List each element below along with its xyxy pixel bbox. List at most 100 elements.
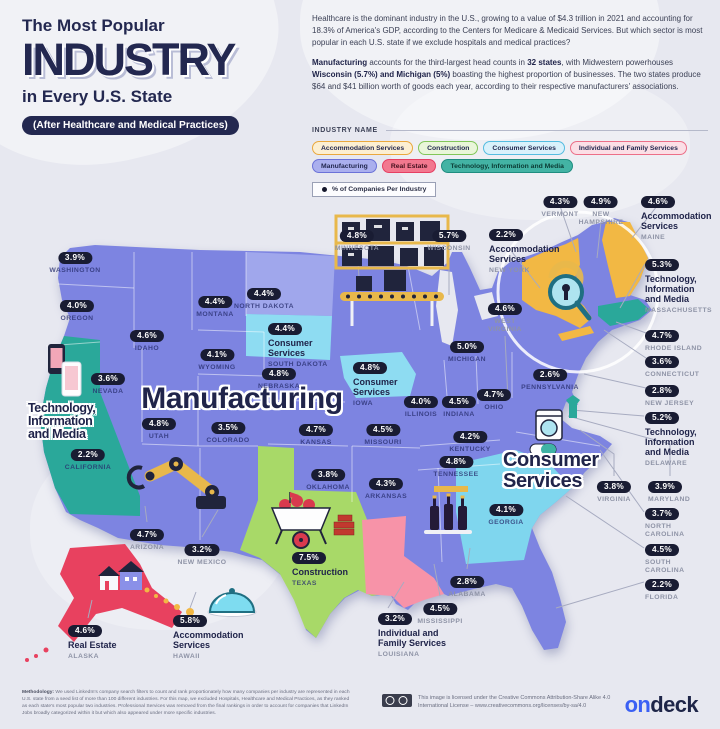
- state-label-virginia: 3.8% VIRGINIA: [596, 476, 632, 504]
- state-name-south-carolina: SOUTH CAROLINA: [645, 559, 685, 574]
- state-label-delaware: 5.2% Technology, Information and Media DEL…: [645, 407, 697, 467]
- pct-badge-west-virginia: 4.6%: [487, 302, 523, 315]
- industry-label-texas: Construction: [292, 567, 348, 578]
- factory-shelves-icon: [334, 214, 450, 270]
- intro-paragraph-1: Healthcare is the dominant industry in t…: [312, 14, 703, 47]
- creative-commons-icon: [382, 694, 412, 707]
- state-name-north-dakota: NORTH DAKOTA: [233, 303, 295, 311]
- pct-badge-nebraska: 4.8%: [261, 367, 297, 380]
- state-label-new-hampshire: 4.9% NEW HAMPSHIRE: [579, 191, 624, 226]
- state-label-ohio: 4.7% OHIO: [476, 384, 512, 412]
- state-label-illinois: 4.0% ILLINOIS: [403, 391, 439, 419]
- pct-badge-north-dakota: 4.4%: [246, 287, 282, 300]
- state-name-montana: MONTANA: [196, 311, 234, 319]
- state-name-kentucky: KENTUCKY: [449, 446, 491, 454]
- state-name-connecticut: CONNECTICUT: [645, 371, 700, 379]
- state-name-washington: WASHINGTON: [49, 267, 101, 275]
- wheelbarrow-icon: [270, 492, 332, 549]
- state-name-michigan: MICHIGAN: [448, 356, 486, 364]
- state-name-colorado: COLORADO: [206, 437, 250, 445]
- state-name-utah: UTAH: [148, 433, 170, 441]
- state-name-indiana: INDIANA: [443, 411, 475, 419]
- state-label-colorado: 3.5% COLORADO: [206, 417, 249, 445]
- pct-badge-hawaii: 5.8%: [173, 614, 208, 627]
- state-name-new-jersey: NEW JERSEY: [645, 400, 695, 408]
- state-label-rhode-island: 4.7% RHODE ISLAND: [645, 325, 702, 353]
- state-label-wyoming: 4.1% WYOMING: [198, 344, 235, 372]
- state-label-new-york: 2.2% Accommodation Services NEW YORK: [489, 224, 560, 274]
- state-name-nevada: NEVADA: [92, 388, 124, 396]
- intro-text: Healthcare is the dominant industry in t…: [312, 13, 708, 101]
- state-label-missouri: 4.5% MISSOURI: [364, 419, 401, 447]
- pct-badge-nevada: 3.6%: [90, 372, 126, 385]
- state-label-massachusetts: 5.3% Technology, Information and Media MAS…: [645, 254, 712, 314]
- legend-pill-individual-and-family-services: Individual and Family Services: [569, 141, 687, 155]
- legend-pill-accommodation-services: Accommodation Services: [312, 141, 414, 155]
- license-block: This image is licensed under the Creativ…: [382, 694, 632, 711]
- state-name-virginia: VIRGINIA: [597, 496, 631, 504]
- state-name-louisiana: LOUISIANA: [378, 650, 420, 658]
- washing-machine-icon: [535, 409, 563, 441]
- state-label-oregon: 4.0% OREGON: [59, 295, 95, 323]
- pct-badge-massachusetts: 5.3%: [645, 258, 680, 271]
- bottles-icon: [424, 486, 472, 534]
- state-name-ohio: OHIO: [484, 404, 504, 412]
- map-label-technology-information-and-media: Technology, Information and Media: [28, 401, 96, 442]
- state-label-maryland: 3.9% MARYLAND: [648, 476, 690, 504]
- pct-badge-new-york: 2.2%: [489, 228, 524, 241]
- state-name-arkansas: ARKANSAS: [364, 493, 408, 501]
- state-name-wyoming: WYOMING: [198, 364, 236, 372]
- magnifier-icon: [548, 260, 592, 321]
- pct-badge-north-carolina: 3.7%: [645, 507, 680, 520]
- state-label-alabama: 2.8% ALABAMA: [448, 571, 486, 599]
- state-name-alaska: ALASKA: [68, 652, 100, 660]
- state-name-oregon: OREGON: [60, 315, 94, 323]
- state-name-hawaii: HAWAII: [173, 652, 200, 660]
- subtitle-pill: (After Healthcare and Medical Practices): [22, 116, 239, 136]
- state-name-maine: MAINE: [641, 233, 666, 241]
- north-dakota-region: [246, 252, 335, 316]
- state-label-arkansas: 4.3% ARKANSAS: [365, 473, 407, 501]
- state-label-arizona: 4.7% ARIZONA: [129, 524, 165, 552]
- state-label-oklahoma: 3.8% OKLAHOMA: [306, 464, 350, 492]
- pct-badge-oklahoma: 3.8%: [310, 468, 346, 481]
- map-label-consumer-services: Consumer Services: [503, 449, 599, 492]
- pct-badge-new-jersey: 2.8%: [645, 384, 680, 397]
- pct-badge-maine: 4.6%: [641, 195, 676, 208]
- legend-pill-real-estate: Real Estate: [381, 159, 437, 173]
- legend-pills: Accommodation Services Construction Consum…: [312, 141, 708, 173]
- state-label-connecticut: 3.6% CONNECTICUT: [645, 351, 699, 379]
- pct-badge-mississippi: 4.5%: [422, 602, 458, 615]
- state-label-new-mexico: 3.2% NEW MEXICO: [177, 539, 226, 567]
- pct-badge-new-hampshire: 4.9%: [583, 195, 619, 208]
- state-label-nebraska: 4.8% NEBRASKA: [258, 363, 300, 391]
- hawaii-islands: [144, 587, 194, 616]
- capsule-icon: [529, 443, 557, 456]
- state-label-florida: 2.2% FLORIDA: [645, 574, 680, 602]
- state-label-washington: 3.9% WASHINGTON: [49, 247, 100, 275]
- state-label-iowa: 4.8% Consumer Services IOWA: [353, 357, 398, 407]
- state-name-iowa: IOWA: [353, 399, 373, 407]
- pct-badge-illinois: 4.0%: [403, 395, 439, 408]
- massachusetts-region: [598, 299, 650, 326]
- ondeck-logo: ondeck: [624, 692, 699, 717]
- state-label-new-jersey: 2.8% NEW JERSEY: [645, 380, 694, 408]
- pct-badge-california: 2.2%: [70, 448, 106, 461]
- state-name-idaho: IDAHO: [134, 345, 160, 353]
- pct-badge-michigan: 5.0%: [449, 340, 485, 353]
- legend-note: % of Companies Per Industry: [312, 182, 437, 197]
- pct-badge-maryland: 3.9%: [648, 480, 683, 493]
- pct-badge-iowa: 4.8%: [353, 361, 388, 374]
- intro-paragraph-2: Manufacturing accounts for the third-lar…: [312, 58, 701, 91]
- texas-region: [240, 446, 392, 638]
- industry-label-new-york: Accommodation Services: [489, 244, 560, 265]
- pct-badge-kansas: 4.7%: [298, 423, 334, 436]
- tshirt-icon: [566, 395, 580, 418]
- state-label-indiana: 4.5% INDIANA: [441, 391, 477, 419]
- aleutian-dot: [34, 654, 38, 658]
- state-label-wisconsin: 5.7% WISCONSIN: [427, 225, 470, 253]
- state-label-louisiana: 3.2% Individual and Family Services LOUISI…: [378, 608, 446, 658]
- state-name-vermont: VERMONT: [541, 211, 579, 219]
